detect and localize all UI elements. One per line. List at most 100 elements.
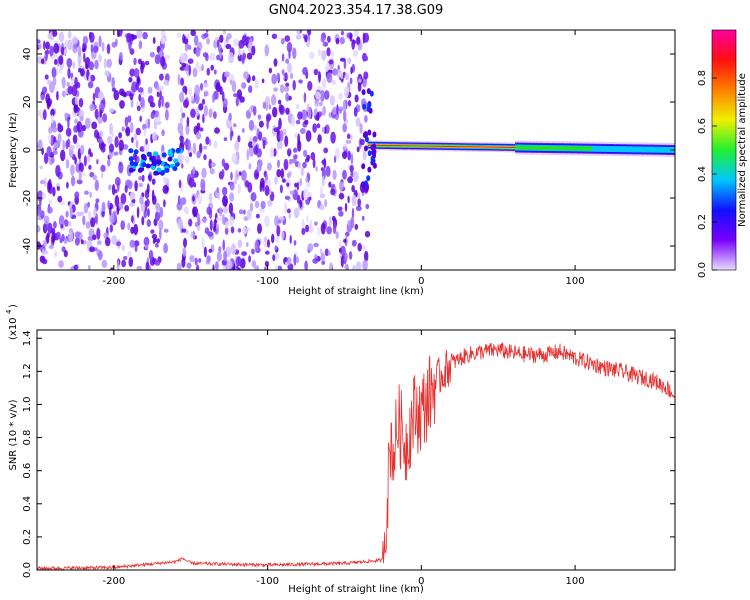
spectrogram-noise-speckle <box>57 133 62 144</box>
spectrogram-noise-speckle <box>125 126 131 137</box>
spectrogram-carrier-band <box>459 146 464 148</box>
spectrogram-noise-speckle <box>234 140 240 152</box>
spectrogram-noise-speckle <box>340 255 344 268</box>
spectrogram-noise-speckle <box>67 39 73 51</box>
spectrogram-y-tick-label: 0 <box>22 147 33 153</box>
spectrogram-noise-speckle <box>201 63 204 71</box>
spectrogram-noise-speckle <box>163 79 170 86</box>
spectrogram-noise-speckle <box>121 259 126 268</box>
spectrogram-carrier-band <box>592 145 596 152</box>
spectrogram-noise-speckle <box>327 35 331 43</box>
spectrogram-carrier-band <box>416 145 421 147</box>
spectrogram-noise-speckle <box>318 71 321 83</box>
spectrogram-noise-speckle <box>139 115 142 123</box>
spectrogram-noise-speckle <box>255 213 260 219</box>
snr-y-tick-label: 1.4 <box>22 330 33 346</box>
spectrogram-noise-speckle <box>85 221 91 229</box>
spectrogram-noise-speckle <box>156 238 161 244</box>
spectrogram-carrier-band <box>413 145 418 147</box>
spectrogram-noise-speckle <box>355 117 361 127</box>
spectrogram-noise-speckle <box>119 100 125 109</box>
spectrogram-noise-speckle <box>325 64 331 72</box>
spectrogram-noise-speckle <box>128 256 134 268</box>
spectrogram-noise-speckle <box>297 161 302 169</box>
colorbar-tick-label: 0.4 <box>697 166 708 182</box>
spectrogram-noise-speckle <box>129 239 136 248</box>
spectrogram-noise-speckle <box>145 138 148 145</box>
spectrogram-noise-speckle <box>251 45 256 56</box>
snr-multiplier-close: ) <box>8 304 19 308</box>
spectrogram-carrier-band <box>570 146 574 151</box>
spectrogram-noise-speckle <box>82 215 86 226</box>
spectrogram-blob-patch <box>160 170 166 176</box>
spectrogram-noise-speckle <box>359 122 363 134</box>
spectrogram-noise-speckle <box>52 186 56 197</box>
spectrogram-noise-speckle <box>321 50 327 61</box>
spectrogram-noise-speckle <box>209 168 215 175</box>
spectrogram-noise-speckle <box>129 68 136 77</box>
spectrogram-noise-speckle <box>88 61 95 71</box>
spectrogram-noise-speckle <box>201 98 206 105</box>
spectrogram-onset-patch <box>369 90 374 97</box>
spectrogram-noise-speckle <box>289 72 294 80</box>
spectrogram-noise-speckle <box>268 67 273 74</box>
spectrogram-carrier-band <box>398 145 402 147</box>
snr-multiplier-base: (x10 <box>8 317 19 340</box>
spectrogram-noise-speckle <box>37 190 44 202</box>
spectrogram-noise-speckle <box>48 199 52 205</box>
spectrogram-carrier-band <box>432 145 436 147</box>
spectrogram-noise-speckle <box>106 43 111 55</box>
spectrogram-noise-speckle <box>357 198 362 207</box>
spectrogram-onset-patch <box>371 158 376 164</box>
spectrogram-noise-speckle <box>118 132 122 139</box>
spectrogram-noise-speckle <box>97 240 102 246</box>
spectrogram-noise-speckle <box>127 250 132 257</box>
spectrogram-noise-speckle <box>129 202 135 208</box>
spectrogram-noise-speckle <box>222 30 227 36</box>
spectrogram-noise-speckle <box>181 257 186 268</box>
spectrogram-noise-speckle <box>221 169 225 178</box>
spectrogram-noise-speckle <box>312 157 316 169</box>
spectrogram-carrier-band <box>441 145 445 147</box>
spectrogram-carrier-band <box>665 146 670 153</box>
spectrogram-noise-speckle <box>129 48 135 55</box>
spectrogram-noise-speckle <box>206 30 209 33</box>
spectrogram-noise-speckle <box>307 108 312 120</box>
spectrogram-blob-patch <box>129 160 135 166</box>
spectrogram-noise-speckle <box>248 119 255 131</box>
spectrogram-noise-speckle <box>353 106 358 117</box>
spectrogram-noise-speckle <box>243 209 246 215</box>
colorbar-tick-label: 0.6 <box>697 118 708 134</box>
spectrogram-noise-speckle <box>314 254 318 259</box>
spectrogram-noise-speckle <box>329 262 333 270</box>
spectrogram-noise-speckle <box>55 67 59 77</box>
spectrogram-noise-speckle <box>304 34 308 43</box>
spectrogram-carrier-band <box>628 146 633 153</box>
spectrogram-noise-speckle <box>213 111 217 119</box>
spectrogram-x-tick-label: -100 <box>256 276 279 287</box>
spectrogram-noise-speckle <box>339 108 342 114</box>
spectrogram-noise-speckle <box>285 107 290 115</box>
spectrogram-noise-speckle <box>363 71 369 80</box>
spectrogram-noise-speckle <box>87 265 91 270</box>
spectrogram-noise-speckle <box>238 39 245 49</box>
spectrogram-noise-speckle <box>339 57 346 62</box>
spectrogram-noise-speckle <box>37 225 41 233</box>
spectrogram-noise-speckle <box>46 146 52 157</box>
spectrogram-noise-speckle <box>127 222 131 231</box>
spectrogram-noise-speckle <box>254 79 259 89</box>
spectrogram-noise-speckle <box>284 35 291 42</box>
spectrogram-noise-speckle <box>149 102 156 108</box>
spectrogram-heatmap <box>37 30 675 270</box>
spectrogram-onset-patch <box>372 131 377 138</box>
spectrogram-noise-speckle <box>364 250 369 262</box>
spectrogram-noise-speckle <box>192 206 198 217</box>
spectrogram-noise-speckle <box>338 92 343 100</box>
spectrogram-noise-speckle <box>164 54 171 60</box>
spectrogram-noise-speckle <box>182 85 188 93</box>
spectrogram-noise-speckle <box>66 181 69 189</box>
spectrogram-carrier-band <box>573 146 577 151</box>
spectrogram-onset-patch <box>367 129 372 136</box>
spectrogram-noise-speckle <box>44 50 48 61</box>
spectrogram-noise-speckle <box>225 35 229 43</box>
